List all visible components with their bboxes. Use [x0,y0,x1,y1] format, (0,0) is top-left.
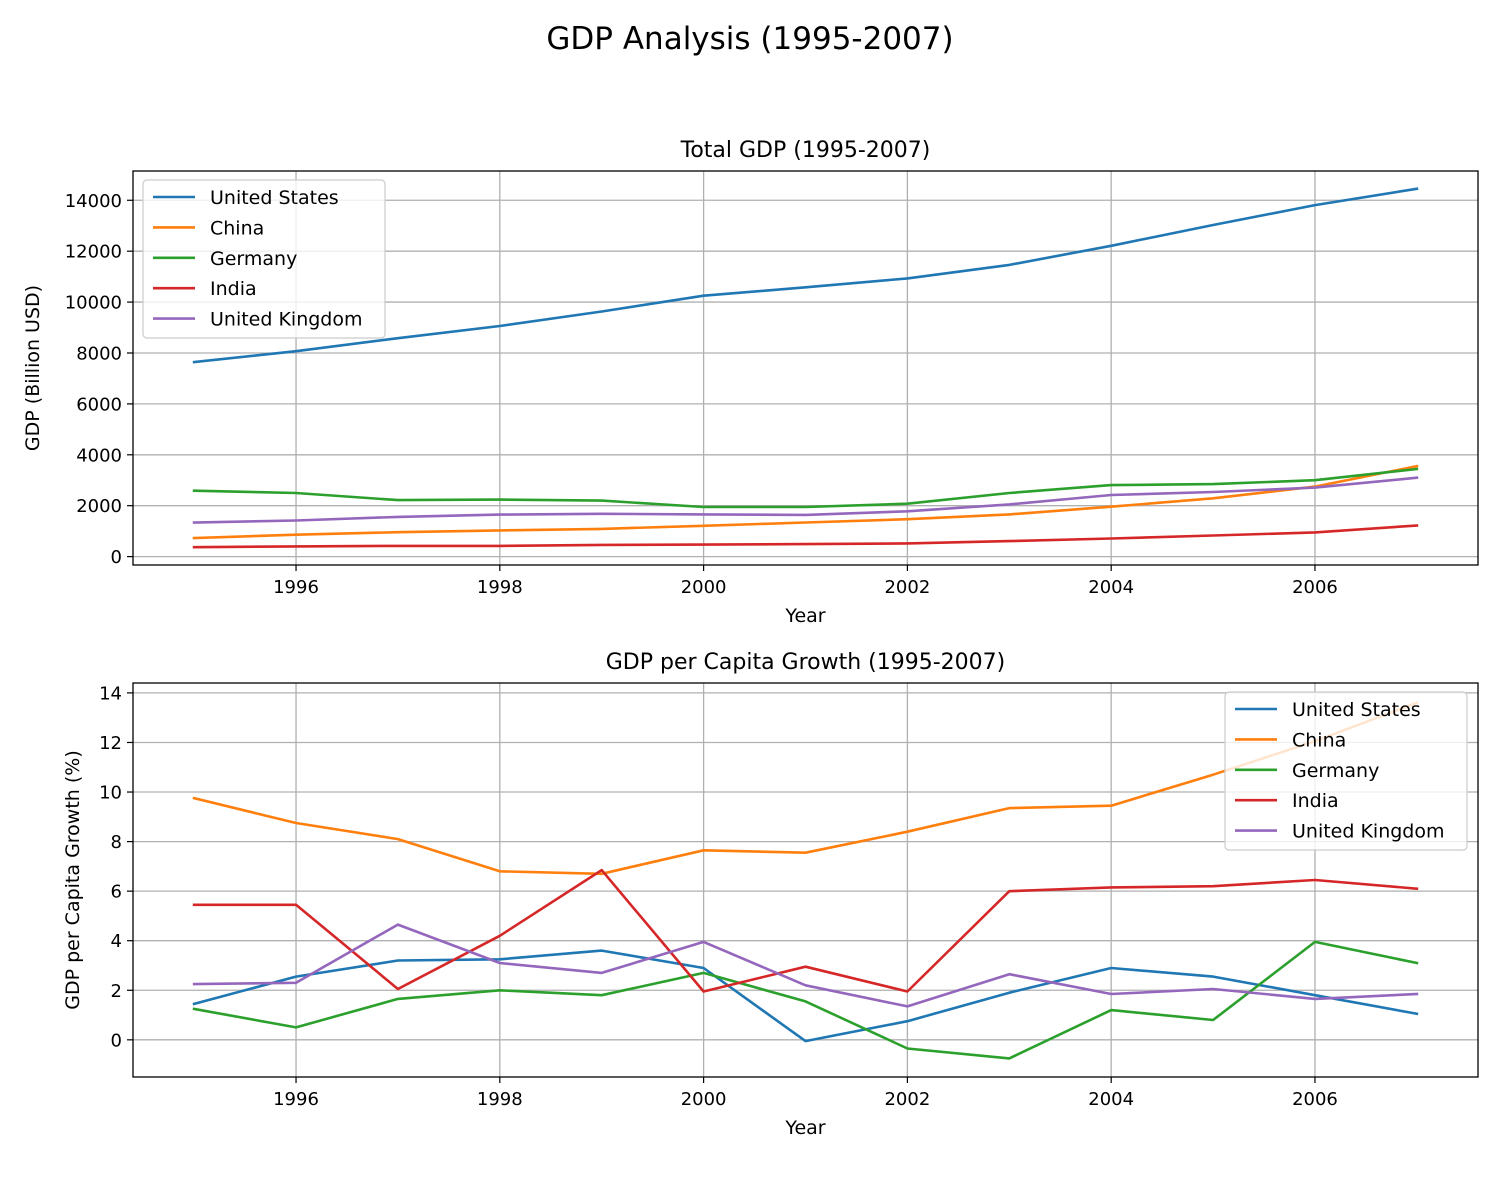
gdp-per-capita-growth-chart: GDP per Capita Growth (1995-2007) 1996 199… [62,650,1479,1139]
chart0-x-tick-label: 2004 [1088,577,1134,598]
chart1-legend-box [1224,691,1468,851]
chart1-legend-label-india: India [1292,790,1339,812]
chart0-y-tick-label: 4000 [76,445,122,466]
chart0-y-tick-label: 10000 [65,293,122,314]
chart0-legend-label-united-kingdom: United Kingdom [210,309,363,331]
chart1-legend-label-germany: Germany [1292,760,1379,782]
chart1-x-tick-label: 2006 [1292,1089,1338,1110]
chart1-x-tick-label: 2002 [884,1089,930,1110]
chart1-series-line-india [192,868,1419,993]
chart1-y-tick-label: 0 [111,1030,122,1051]
chart0-x-tick-label: 2006 [1292,577,1338,598]
chart0-y-axis-label: GDP (Billion USD) [22,285,44,451]
chart0-legend-label-india: India [210,278,257,300]
chart0-x-axis-label: Year [784,605,825,627]
chart0-series-line-china [192,464,1419,540]
chart1-x-tick-label: 2000 [681,1089,727,1110]
chart1-legend: United States China Germany India United Kin… [1224,691,1468,851]
chart1-series-line-china [192,701,1419,876]
chart1-x-tick-label: 1996 [273,1089,319,1110]
figure-title: GDP Analysis (1995-2007) [546,21,953,57]
chart1-y-tick-label: 12 [99,733,122,754]
chart1-series-line-germany [192,940,1419,1060]
chart1-x-tick-label: 1998 [477,1089,523,1110]
chart0-legend-label-united-states: United States [210,187,339,209]
chart1-y-tick-label: 2 [111,981,122,1002]
chart1-x-axis-label: Year [784,1117,825,1139]
chart0-y-tick-label: 12000 [65,242,122,263]
chart0-series-line-germany [192,467,1419,509]
chart1-legend-label-united-states: United States [1292,699,1421,721]
chart0-x-tick-label: 2000 [681,577,727,598]
chart0-y-tick-label: 6000 [76,394,122,415]
chart0-x-tick-label: 1998 [477,577,523,598]
chart0-series-line-united-states [192,187,1419,364]
chart1-y-tick-label: 6 [111,882,122,903]
chart0-legend-box [142,179,386,339]
chart1-y-tick-label: 4 [111,931,122,952]
chart1-series-line-united-kingdom [192,923,1419,1008]
chart1-y-tick-label: 10 [99,783,122,804]
chart0-x-tick-label: 1996 [273,577,319,598]
chart1-y-tick-label: 14 [99,683,122,704]
chart0-legend: United States China Germany India United Kin… [142,179,386,339]
chart1-legend-label-china: China [1292,729,1346,751]
chart1-y-tick-label: 8 [111,832,122,853]
chart1-legend-label-united-kingdom: United Kingdom [1292,821,1445,843]
chart1-y-axis-label: GDP per Capita Growth (%) [62,750,84,1010]
chart0-legend-label-china: China [210,217,264,239]
chart0-axes-frame [132,170,1479,566]
chart0-y-tick-label: 8000 [76,343,122,364]
total-gdp-chart: Total GDP (1995-2007) 1996 1998 2000 2002 200… [22,138,1479,627]
chart1-title: GDP per Capita Growth (1995-2007) [606,650,1006,675]
chart1-series-line-united-states [192,949,1419,1043]
chart0-title: Total GDP (1995-2007) [680,138,931,163]
chart0-y-tick-label: 0 [111,547,122,568]
chart0-legend-label-germany: Germany [210,248,297,270]
chart1-x-tick-label: 2004 [1088,1089,1134,1110]
chart0-y-tick-label: 2000 [76,496,122,517]
chart1-axes-frame [132,682,1479,1078]
chart0-y-tick-label: 14000 [65,191,122,212]
chart0-series-line-india [192,524,1419,549]
chart0-x-tick-label: 2002 [884,577,930,598]
chart0-series-line-united-kingdom [192,476,1419,524]
